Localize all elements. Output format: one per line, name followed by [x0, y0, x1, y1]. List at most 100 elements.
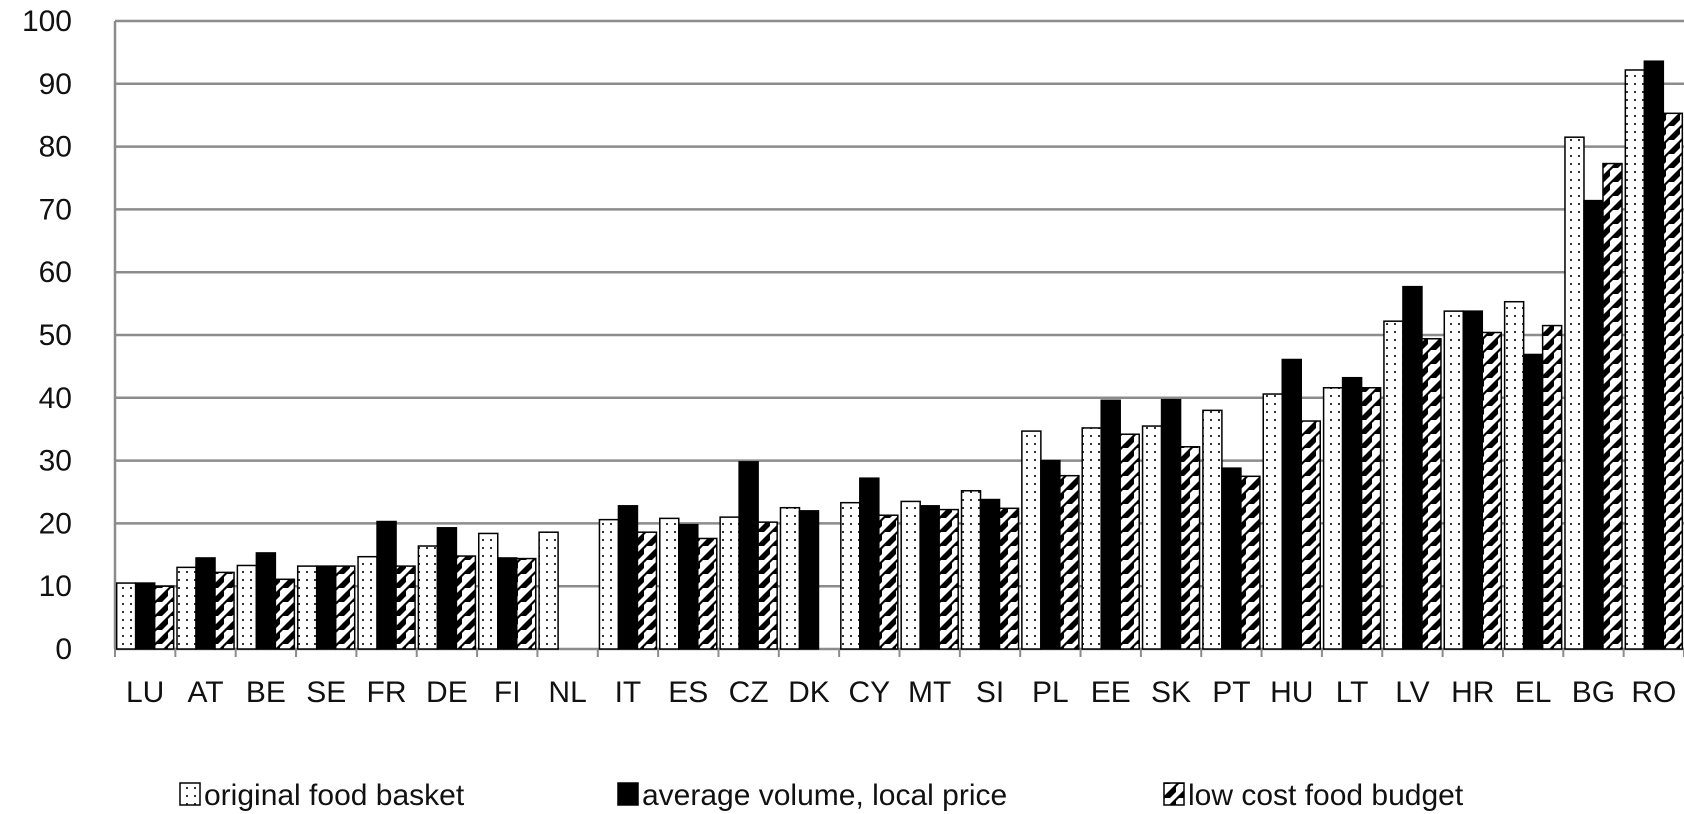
bar-fi-series-2 — [497, 557, 518, 650]
bar-it-series-2 — [617, 505, 639, 650]
legend-label: original food basket — [204, 779, 465, 812]
x-tick-label: EL — [1515, 676, 1552, 709]
y-tick-label: 50 — [39, 319, 72, 352]
bar-lu-series-1 — [115, 582, 137, 650]
bar-nl-series-1 — [538, 531, 559, 650]
bar-pt-series-2 — [1221, 467, 1242, 650]
y-tick-label: 80 — [39, 131, 72, 164]
x-tick-label: EE — [1091, 676, 1131, 709]
bar-lv-series-2 — [1402, 285, 1423, 650]
x-tick-label: SE — [306, 676, 346, 709]
legend-item-2: average volume, local price — [617, 779, 1007, 812]
x-tick-label: PT — [1212, 676, 1250, 709]
bar-sk-series-3 — [1179, 446, 1201, 650]
x-axis-tick-labels: LU AT BE SE FR DE FI NL IT ES CZ DK CY MT SI PL EE SK PT HU… — [126, 676, 1676, 709]
bar-es-series-1 — [659, 517, 680, 650]
x-tick-label: RO — [1631, 676, 1676, 709]
x-tick-label: FR — [367, 676, 407, 709]
y-tick-label: 10 — [39, 570, 72, 603]
bar-pt-series-1 — [1202, 409, 1223, 650]
bar-el-series-3 — [1541, 324, 1563, 650]
x-tick-label: BE — [246, 676, 286, 709]
bar-hu-series-2 — [1281, 358, 1302, 650]
x-tick-label: LU — [126, 676, 164, 709]
bar-si-series-3 — [998, 507, 1020, 650]
bar-lt-series-3 — [1360, 387, 1382, 650]
bar-cy-series-1 — [840, 501, 861, 650]
legend-swatch — [1163, 782, 1185, 806]
bar-hu-series-3 — [1300, 420, 1321, 650]
x-tick-label: DE — [426, 676, 468, 709]
x-tick-label: BG — [1572, 676, 1615, 709]
x-tick-label: SI — [976, 676, 1004, 709]
bar-hr-series-1 — [1443, 310, 1465, 650]
x-tick-label: FI — [494, 676, 521, 709]
bar-lu-series-3 — [153, 585, 175, 650]
bar-be-series-1 — [236, 564, 258, 650]
x-tick-label: CY — [848, 676, 890, 709]
bar-sk-series-2 — [1160, 398, 1182, 650]
bar-it-series-3 — [636, 531, 658, 650]
legend-label: low cost food budget — [1188, 779, 1464, 812]
bar-fr-series-3 — [395, 565, 416, 650]
bar-fr-series-1 — [357, 555, 378, 650]
bar-hu-series-1 — [1262, 393, 1283, 650]
x-tick-label: HU — [1270, 676, 1313, 709]
bar-fi-series-1 — [478, 532, 499, 650]
x-tick-label: IT — [615, 676, 642, 709]
bar-hr-series-3 — [1481, 331, 1503, 650]
bar-lt-series-1 — [1322, 387, 1344, 650]
y-tick-label: 30 — [39, 445, 72, 478]
bar-ro-series-1 — [1624, 69, 1646, 650]
legend-item-1: original food basket — [179, 779, 465, 812]
bar-cz-series-3 — [757, 521, 778, 650]
bar-at-series-1 — [176, 566, 197, 650]
bar-se-series-3 — [334, 565, 356, 650]
bar-se-series-1 — [296, 565, 318, 650]
legend-item-3: low cost food budget — [1163, 779, 1464, 812]
x-tick-label: SK — [1151, 676, 1191, 709]
y-tick-label: 90 — [39, 68, 72, 101]
bar-bg-series-1 — [1564, 136, 1585, 650]
bar-be-series-3 — [274, 578, 296, 650]
bar-ee-series-1 — [1081, 427, 1102, 650]
x-tick-label: LV — [1395, 676, 1429, 709]
bar-sk-series-1 — [1141, 425, 1163, 650]
bar-el-series-2 — [1522, 353, 1544, 650]
bar-lu-series-2 — [134, 582, 156, 650]
bar-pl-series-1 — [1021, 430, 1042, 650]
bar-mt-series-2 — [919, 505, 940, 650]
bar-dk-series-1 — [779, 506, 801, 650]
bar-pl-series-3 — [1059, 474, 1080, 650]
bar-bg-series-2 — [1583, 199, 1604, 650]
legend-swatch — [179, 782, 201, 806]
bar-ee-series-3 — [1119, 433, 1140, 650]
x-tick-label: AT — [187, 676, 223, 709]
bar-it-series-1 — [598, 518, 620, 650]
bar-ro-series-2 — [1643, 60, 1665, 650]
bar-be-series-2 — [255, 552, 277, 650]
x-tick-label: DK — [788, 676, 830, 709]
x-tick-label: PL — [1032, 676, 1069, 709]
legend-label: average volume, local price — [642, 779, 1007, 812]
y-axis-tick-labels: 0 10 20 30 40 50 60 70 80 90 100 — [22, 5, 72, 666]
bar-bg-series-3 — [1602, 162, 1623, 650]
x-tick-label: NL — [548, 676, 586, 709]
bar-de-series-3 — [455, 555, 477, 650]
bar-at-series-2 — [195, 557, 216, 650]
bar-mt-series-3 — [938, 508, 959, 650]
bar-ee-series-2 — [1100, 399, 1121, 650]
y-tick-label: 40 — [39, 382, 72, 415]
x-tick-label: ES — [668, 676, 708, 709]
y-tick-label: 100 — [22, 5, 72, 38]
bar-fr-series-2 — [376, 520, 397, 650]
bar-mt-series-1 — [900, 500, 921, 650]
bar-si-series-1 — [960, 489, 982, 650]
bar-pl-series-2 — [1040, 459, 1061, 650]
bar-cy-series-3 — [878, 514, 899, 650]
bar-pt-series-3 — [1240, 475, 1261, 650]
x-tick-label: CZ — [729, 676, 769, 709]
bar-dk-series-2 — [798, 510, 820, 650]
bar-de-series-1 — [417, 545, 439, 650]
